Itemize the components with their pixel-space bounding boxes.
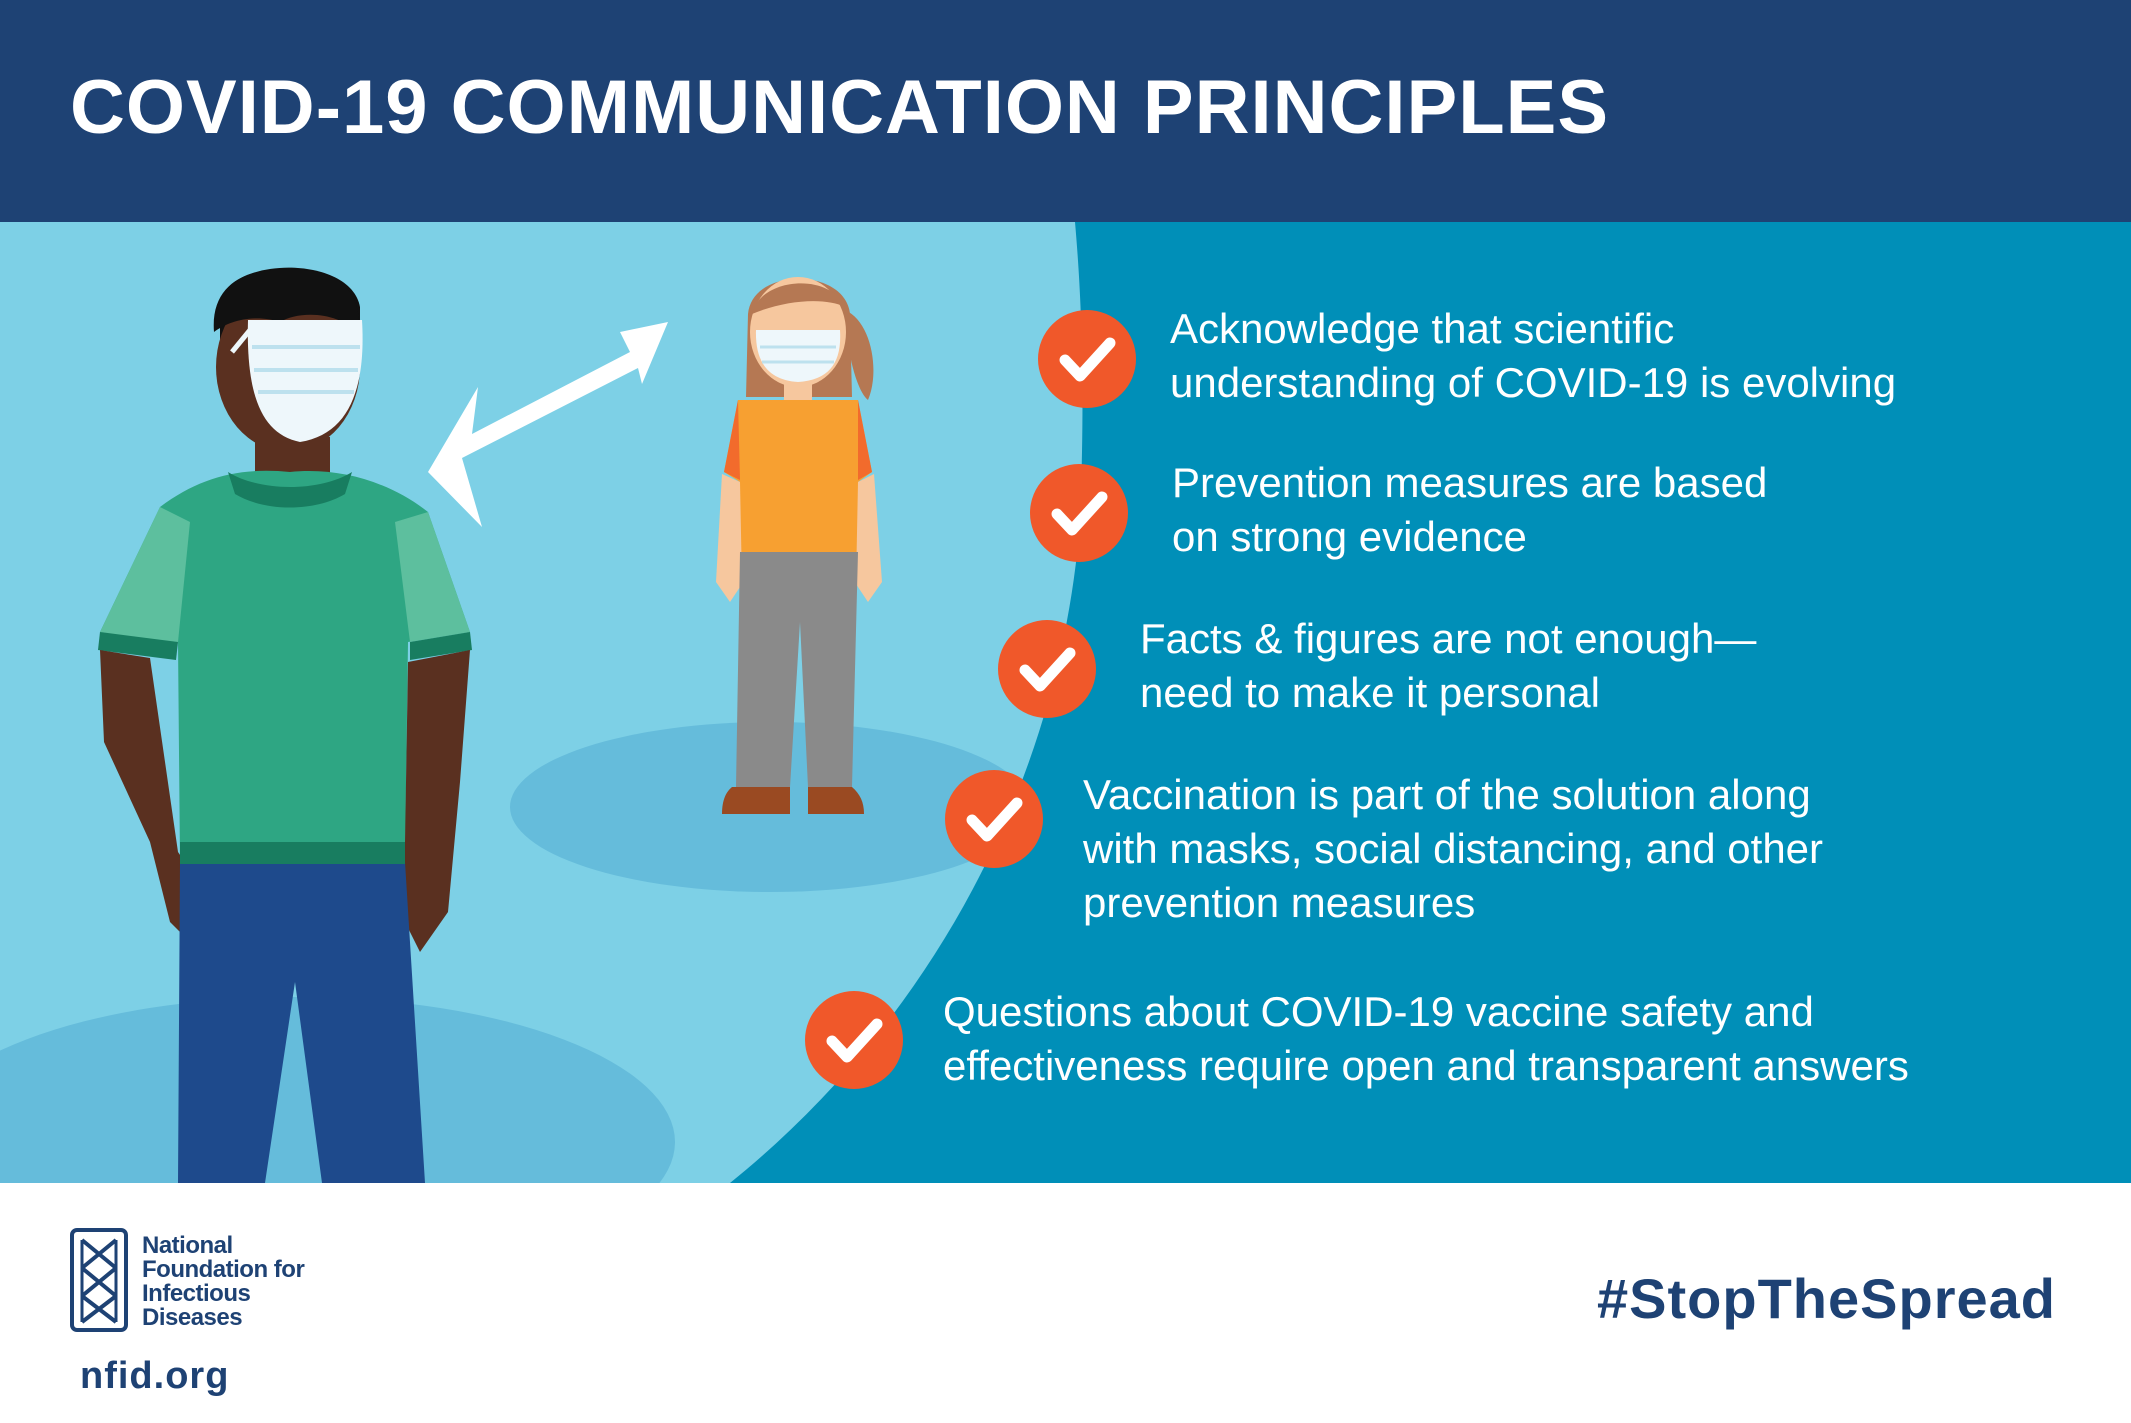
principle-line: need to make it personal: [1140, 669, 1600, 716]
principle-text: Acknowledge that scientific understandin…: [1170, 302, 1896, 410]
principles-list: Acknowledge that scientific understandin…: [0, 222, 2131, 1183]
header-banner: COVID-19 COMMUNICATION PRINCIPLES: [0, 0, 2131, 222]
principle-line: Acknowledge that scientific: [1170, 305, 1675, 352]
nfid-logo-icon: [70, 1228, 128, 1332]
footer: National Foundation for Infectious Disea…: [0, 1183, 2131, 1423]
check-icon: [1038, 310, 1136, 408]
check-icon: [805, 991, 903, 1089]
person-man-with-mask: [98, 267, 472, 1183]
principle-line: Facts & figures are not enough—: [1140, 615, 1757, 662]
principle-text: Questions about COVID-19 vaccine safety …: [943, 985, 1909, 1093]
logo-name: National Foundation for Infectious Disea…: [142, 1232, 305, 1331]
principle-text: Prevention measures are based on strong …: [1172, 456, 1767, 564]
principle-line: Vaccination is part of the solution alon…: [1083, 771, 1811, 818]
illustration-scene: Acknowledge that scientific understandin…: [0, 222, 2131, 1287]
principle-text: Facts & figures are not enough— need to …: [1140, 612, 1756, 720]
check-icon: [945, 770, 1043, 868]
person-woman-with-mask: [716, 277, 882, 814]
website-link[interactable]: nfid.org: [80, 1355, 230, 1397]
principle-line: Prevention measures are based: [1172, 459, 1768, 506]
check-icon: [1030, 464, 1128, 562]
principle-line: on strong evidence: [1172, 513, 1527, 560]
principle-line: with masks, social distancing, and other: [1083, 825, 1824, 872]
principle-line: prevention measures: [1083, 879, 1476, 926]
principle-text: Vaccination is part of the solution alon…: [1083, 768, 1823, 930]
check-icon: [998, 620, 1096, 718]
hashtag: #StopTheSpread: [1597, 1267, 2056, 1330]
principle-line: understanding of COVID-19 is evolving: [1170, 359, 1897, 406]
page-title: COVID-19 COMMUNICATION PRINCIPLES: [70, 65, 1610, 150]
principle-line: Questions about COVID-19 vaccine safety …: [943, 988, 1814, 1035]
double-arrow-icon: [428, 322, 668, 527]
principle-line: effectiveness require open and transpare…: [943, 1042, 1909, 1089]
teal-panel: [730, 222, 2131, 1183]
